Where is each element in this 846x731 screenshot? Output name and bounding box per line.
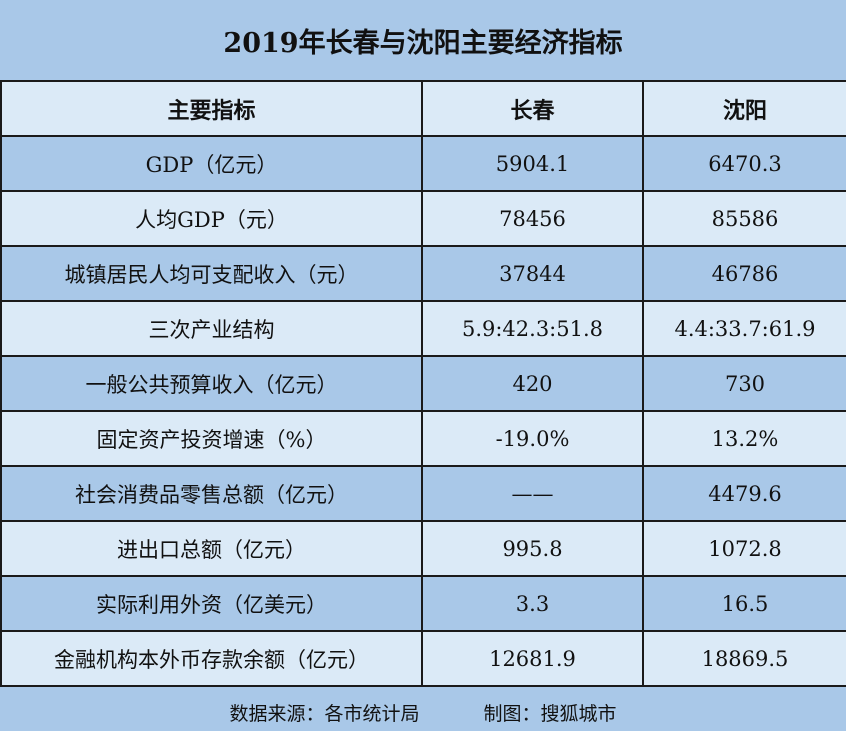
indicator-table: 主要指标 长春 沈阳 GDP（亿元） 5904.1 6470.3 人均GDP（元… <box>0 80 846 687</box>
indicator-cell: 社会消费品零售总额（亿元） <box>0 465 423 522</box>
table-row: 实际利用外资（亿美元） 3.3 16.5 <box>0 575 846 632</box>
data-source: 数据来源：各市统计局 <box>229 703 420 725</box>
changchun-value: 995.8 <box>421 520 644 577</box>
footer: 数据来源：各市统计局 制图：搜狐城市 <box>0 694 846 731</box>
shenyang-value: 85586 <box>642 190 846 247</box>
table-title: 2019年长春与沈阳主要经济指标 <box>223 27 623 59</box>
changchun-value: 420 <box>421 355 644 412</box>
changchun-value: 5.9:42.3:51.8 <box>421 300 644 357</box>
changchun-value: 78456 <box>421 190 644 247</box>
changchun-value: 37844 <box>421 245 644 302</box>
table-row: 城镇居民人均可支配收入（元） 37844 46786 <box>0 245 846 302</box>
indicator-cell: 一般公共预算收入（亿元） <box>0 355 423 412</box>
shenyang-value: 16.5 <box>642 575 846 632</box>
table-row: 人均GDP（元） 78456 85586 <box>0 190 846 247</box>
table-row: 固定资产投资增速（%） -19.0% 13.2% <box>0 410 846 467</box>
header-changchun: 长春 <box>421 80 644 137</box>
indicator-cell: 城镇居民人均可支配收入（元） <box>0 245 423 302</box>
chart-credit: 制图：搜狐城市 <box>483 703 617 725</box>
table-row: 金融机构本外币存款余额（亿元） 12681.9 18869.5 <box>0 630 846 687</box>
shenyang-value: 4.4:33.7:61.9 <box>642 300 846 357</box>
shenyang-value: 18869.5 <box>642 630 846 687</box>
shenyang-value: 4479.6 <box>642 465 846 522</box>
table-row: 三次产业结构 5.9:42.3:51.8 4.4:33.7:61.9 <box>0 300 846 357</box>
indicator-cell: 进出口总额（亿元） <box>0 520 423 577</box>
header-indicator: 主要指标 <box>0 80 423 137</box>
changchun-value: 3.3 <box>421 575 644 632</box>
indicator-cell: 三次产业结构 <box>0 300 423 357</box>
indicator-cell: 金融机构本外币存款余额（亿元） <box>0 630 423 687</box>
table-row: GDP（亿元） 5904.1 6470.3 <box>0 135 846 192</box>
changchun-value: 12681.9 <box>421 630 644 687</box>
changchun-value: —— <box>421 465 644 522</box>
shenyang-value: 13.2% <box>642 410 846 467</box>
changchun-value: 5904.1 <box>421 135 644 192</box>
shenyang-value: 1072.8 <box>642 520 846 577</box>
table-header-row: 主要指标 长春 沈阳 <box>0 80 846 137</box>
indicator-cell: 人均GDP（元） <box>0 190 423 247</box>
shenyang-value: 46786 <box>642 245 846 302</box>
indicator-cell: 实际利用外资（亿美元） <box>0 575 423 632</box>
table-row: 一般公共预算收入（亿元） 420 730 <box>0 355 846 412</box>
table-row: 进出口总额（亿元） 995.8 1072.8 <box>0 520 846 577</box>
shenyang-value: 6470.3 <box>642 135 846 192</box>
changchun-value: -19.0% <box>421 410 644 467</box>
shenyang-value: 730 <box>642 355 846 412</box>
indicator-cell: 固定资产投资增速（%） <box>0 410 423 467</box>
indicator-cell: GDP（亿元） <box>0 135 423 192</box>
table-row: 社会消费品零售总额（亿元） —— 4479.6 <box>0 465 846 522</box>
header-shenyang: 沈阳 <box>642 80 846 137</box>
